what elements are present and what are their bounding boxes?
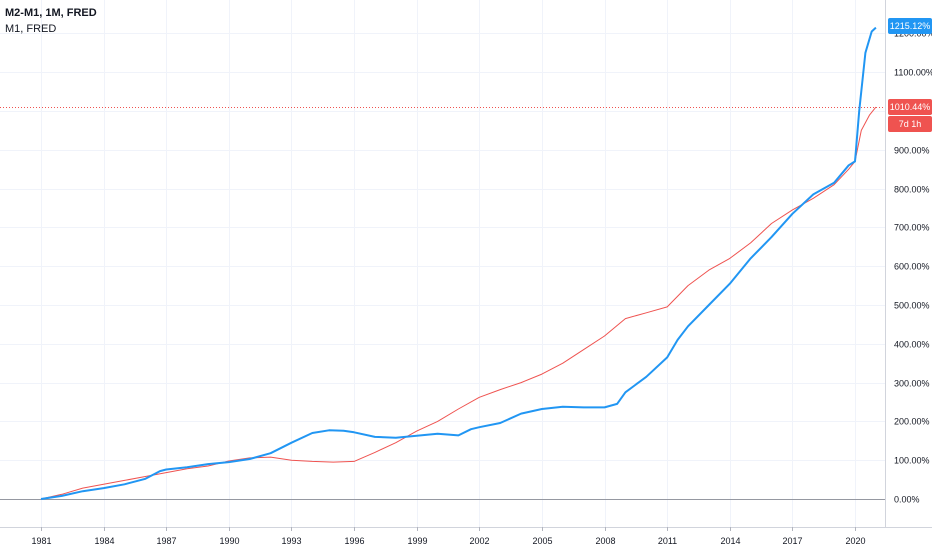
x-tick-label: 1990 xyxy=(219,536,239,546)
series-line-m2-m1[interactable] xyxy=(40,26,877,500)
y-tick-label: 100.00% xyxy=(894,456,930,466)
legend-main-series[interactable]: M2-M1, 1M, FRED xyxy=(5,7,97,19)
price-badges: 1215.12% 1010.44% 7d 1h xyxy=(888,18,932,132)
legend: M2-M1, 1M, FRED M1, FRED xyxy=(5,7,97,35)
badge-m2-m1-last: 1215.12% xyxy=(890,21,931,31)
badge-m1-last-bg xyxy=(888,99,932,115)
y-tick-label: 600.00% xyxy=(894,262,930,272)
time-axis[interactable]: 1981 1984 1987 1990 1993 1996 1999 2002 2005 2008… xyxy=(31,527,866,546)
x-tick-label: 1996 xyxy=(344,536,364,546)
y-tick-label: 200.00% xyxy=(894,417,930,427)
y-tick-label: 0.00% xyxy=(894,495,920,505)
y-tick-label: 900.00% xyxy=(894,146,930,156)
grid-layer xyxy=(0,0,885,527)
x-tick-label: 1981 xyxy=(31,536,51,546)
series-layer xyxy=(40,26,877,500)
y-tick-label: 1100.00% xyxy=(894,68,932,78)
y-tick-label: 800.00% xyxy=(894,185,930,195)
badge-m2-m1-last-bg xyxy=(888,18,932,34)
y-tick-label: 700.00% xyxy=(894,223,930,233)
x-tick-label: 2005 xyxy=(532,536,552,546)
x-tick-label: 2017 xyxy=(782,536,802,546)
x-tick-label: 2008 xyxy=(595,536,615,546)
y-tick-label: 300.00% xyxy=(894,379,930,389)
x-tick-label: 2020 xyxy=(845,536,865,546)
badge-countdown: 7d 1h xyxy=(899,119,922,129)
y-tick-label: 400.00% xyxy=(894,340,930,350)
y-tick-label: 500.00% xyxy=(894,301,930,311)
badge-m1-last: 1010.44% xyxy=(890,102,931,112)
x-tick-label: 2011 xyxy=(658,536,677,546)
x-tick-label: 2002 xyxy=(469,536,489,546)
series-line-m1[interactable] xyxy=(40,106,877,500)
reference-lines xyxy=(0,107,885,500)
x-tick-label: 1999 xyxy=(407,536,427,546)
legend-secondary-series[interactable]: M1, FRED xyxy=(5,23,56,35)
x-tick-label: 1984 xyxy=(94,536,114,546)
x-tick-label: 1993 xyxy=(281,536,301,546)
x-tick-label: 2014 xyxy=(720,536,740,546)
badge-countdown-bg xyxy=(888,116,932,132)
x-tick-label: 1987 xyxy=(156,536,176,546)
